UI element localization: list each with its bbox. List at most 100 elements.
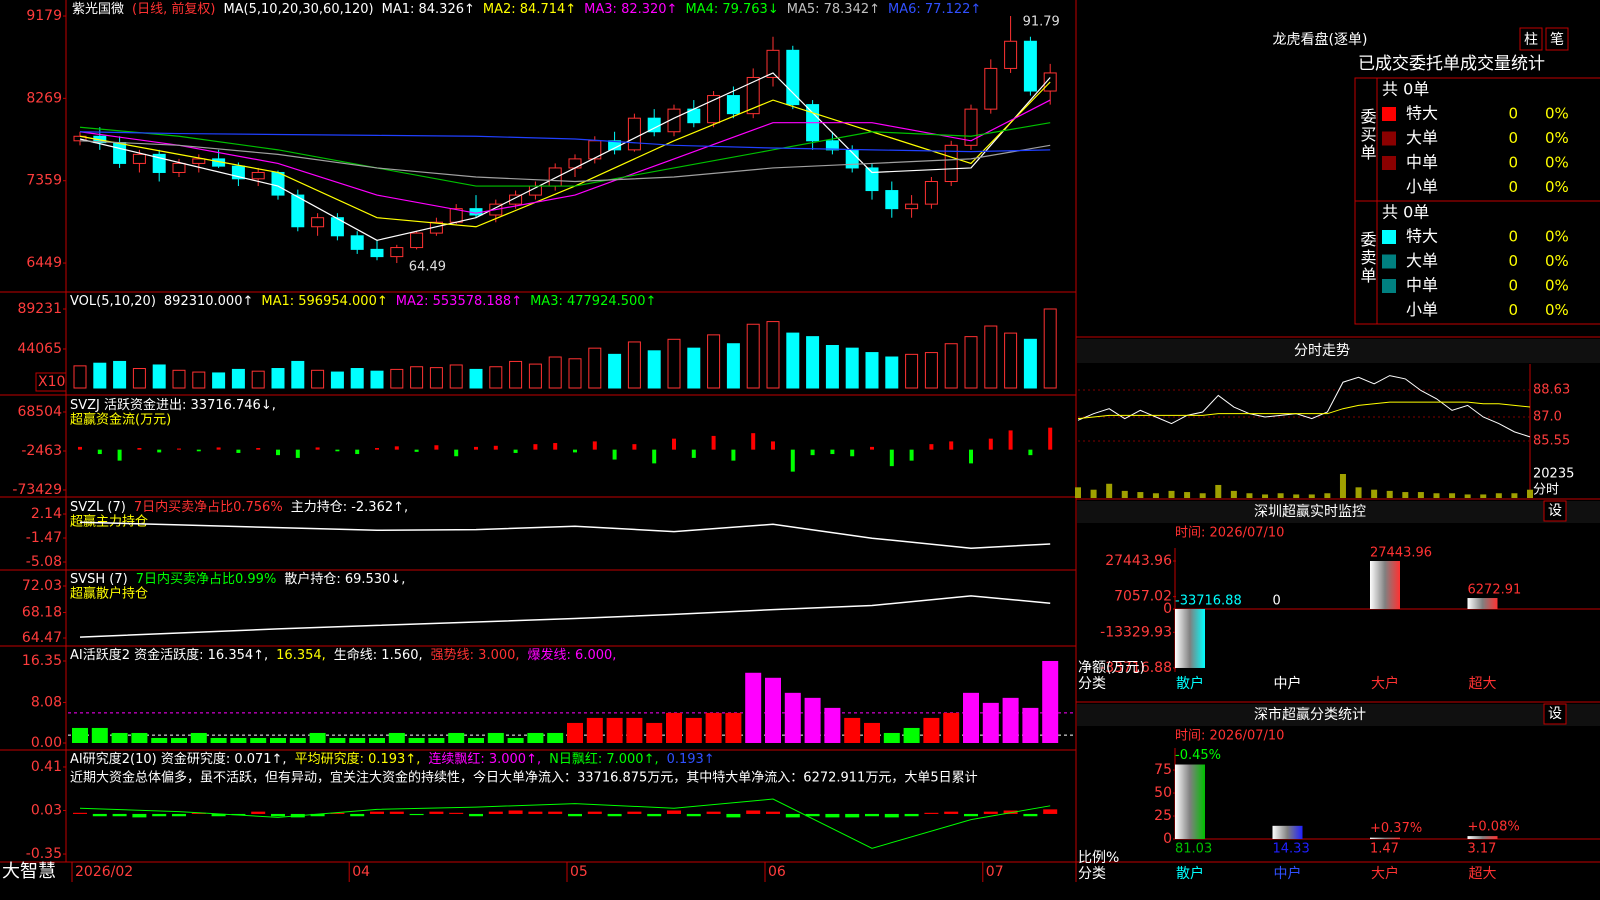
row-pct: 0% <box>1545 154 1569 172</box>
volume-bar <box>449 364 463 389</box>
category-label: 超大 <box>1469 866 1497 882</box>
y-tick-label: 27443.96 <box>1105 553 1172 569</box>
header-item: MA2: 553578.188↑ <box>396 294 522 309</box>
group-title: 委卖单 <box>1358 231 1377 285</box>
button-label: 设 <box>1548 706 1562 722</box>
flow-bar <box>414 449 419 452</box>
y-tick-label: 50 <box>1154 785 1172 801</box>
header-item: AI研究度2(10) 资金研究度: 0.071↑, <box>70 751 287 767</box>
activity-bar <box>72 727 88 743</box>
bar <box>1175 764 1205 839</box>
activity-bar <box>388 732 405 743</box>
panel-header <box>1077 339 1600 363</box>
research-bar <box>686 813 701 817</box>
volume-bar <box>766 321 780 389</box>
research-bar <box>627 811 642 814</box>
x-title: 分类 <box>1078 866 1106 882</box>
button[interactable] <box>1519 27 1543 51</box>
flow-bar <box>691 449 696 458</box>
header-item: 紫光国微 <box>72 2 124 17</box>
time-label: 时间: 2026/07/10 <box>1175 729 1284 744</box>
bar <box>1272 825 1303 839</box>
volume-bar <box>132 368 146 389</box>
volume-bar <box>509 360 523 389</box>
intraday-volume <box>1121 490 1128 498</box>
activity-bar <box>943 712 960 743</box>
flow-bar <box>731 449 736 461</box>
candle-body <box>509 194 523 205</box>
intraday-volume <box>1449 493 1456 498</box>
research-bar <box>944 811 959 814</box>
research-bar <box>964 813 978 817</box>
activity-bar <box>507 737 524 743</box>
intraday-volume <box>1215 484 1222 498</box>
value-label: 3.17 <box>1468 842 1497 857</box>
volume-bar <box>311 369 325 389</box>
activity-bar <box>923 717 940 743</box>
candle-body <box>726 95 740 115</box>
button[interactable] <box>1545 27 1569 51</box>
activity-bar <box>982 702 999 743</box>
color-key <box>1382 131 1396 146</box>
activity-bar <box>844 717 861 743</box>
activity-bar <box>111 732 128 743</box>
activity-bar <box>586 717 603 743</box>
price-line <box>1077 375 1531 438</box>
x-tick-label: 2026/02 <box>75 864 133 880</box>
flow-bar <box>889 449 894 467</box>
volume-bar <box>627 341 641 389</box>
flow-bar <box>1048 427 1053 450</box>
y-tick-label: 64.47 <box>22 630 62 646</box>
y-tick-label: 85.55 <box>1533 433 1570 448</box>
header-item: MA1: 84.326↑ <box>382 2 475 17</box>
y-tick-label: 6449 <box>26 255 62 271</box>
candle-body <box>905 203 919 210</box>
header-item: 生命线: 1.560, <box>334 647 423 663</box>
ma-line <box>79 99 1051 214</box>
row-count: 0 <box>1508 105 1518 123</box>
intraday-volume <box>1386 490 1393 498</box>
volume-bar <box>1023 338 1037 389</box>
activity-bar <box>428 737 445 743</box>
candle-body <box>251 171 265 180</box>
activity-bar <box>349 737 366 743</box>
candle-body <box>410 232 424 249</box>
volume-bar <box>350 368 364 389</box>
intraday-volume <box>1402 492 1409 498</box>
volume-bar <box>192 371 206 389</box>
change-label: +0.08% <box>1468 820 1520 835</box>
x-tick-label: 04 <box>352 864 370 880</box>
research-bar <box>92 813 107 817</box>
research-bar <box>172 813 186 817</box>
volume-bar <box>152 364 166 389</box>
y-title: 比例% <box>1078 850 1119 866</box>
research-bar <box>73 812 87 814</box>
button[interactable] <box>1543 500 1567 522</box>
flow-bar <box>949 441 954 450</box>
research-bar <box>1003 810 1018 814</box>
row-label: 大单 <box>1406 251 1438 270</box>
flow-bar <box>177 448 181 450</box>
candle-body <box>825 140 839 151</box>
candle-body <box>271 171 285 196</box>
ma-line <box>79 72 1051 241</box>
button[interactable] <box>1543 703 1567 725</box>
activity-bar <box>963 692 979 743</box>
bar <box>1175 609 1205 668</box>
activity-bar <box>329 737 346 743</box>
holding-line <box>79 595 1051 638</box>
button-label: 设 <box>1548 503 1562 519</box>
research-note: 近期大资金总体偏多，虽不活跃，但有异动，宜关注大资金的持续性，今日大单净流入：3… <box>70 770 978 786</box>
flow-bar <box>929 444 934 450</box>
research-bar <box>746 810 761 814</box>
panel-title: 分时走势 <box>1294 343 1350 359</box>
button-label: 笔 <box>1550 32 1564 48</box>
research-bar <box>785 813 800 818</box>
flow-bar <box>850 449 855 457</box>
sub-header: 超赢散户持仓 <box>70 586 148 602</box>
ma-line <box>79 140 1051 183</box>
header-item: 7日内买卖净占比0.99% <box>136 571 277 587</box>
research-bar <box>449 812 464 814</box>
y-tick-label: 89231 <box>17 301 62 317</box>
